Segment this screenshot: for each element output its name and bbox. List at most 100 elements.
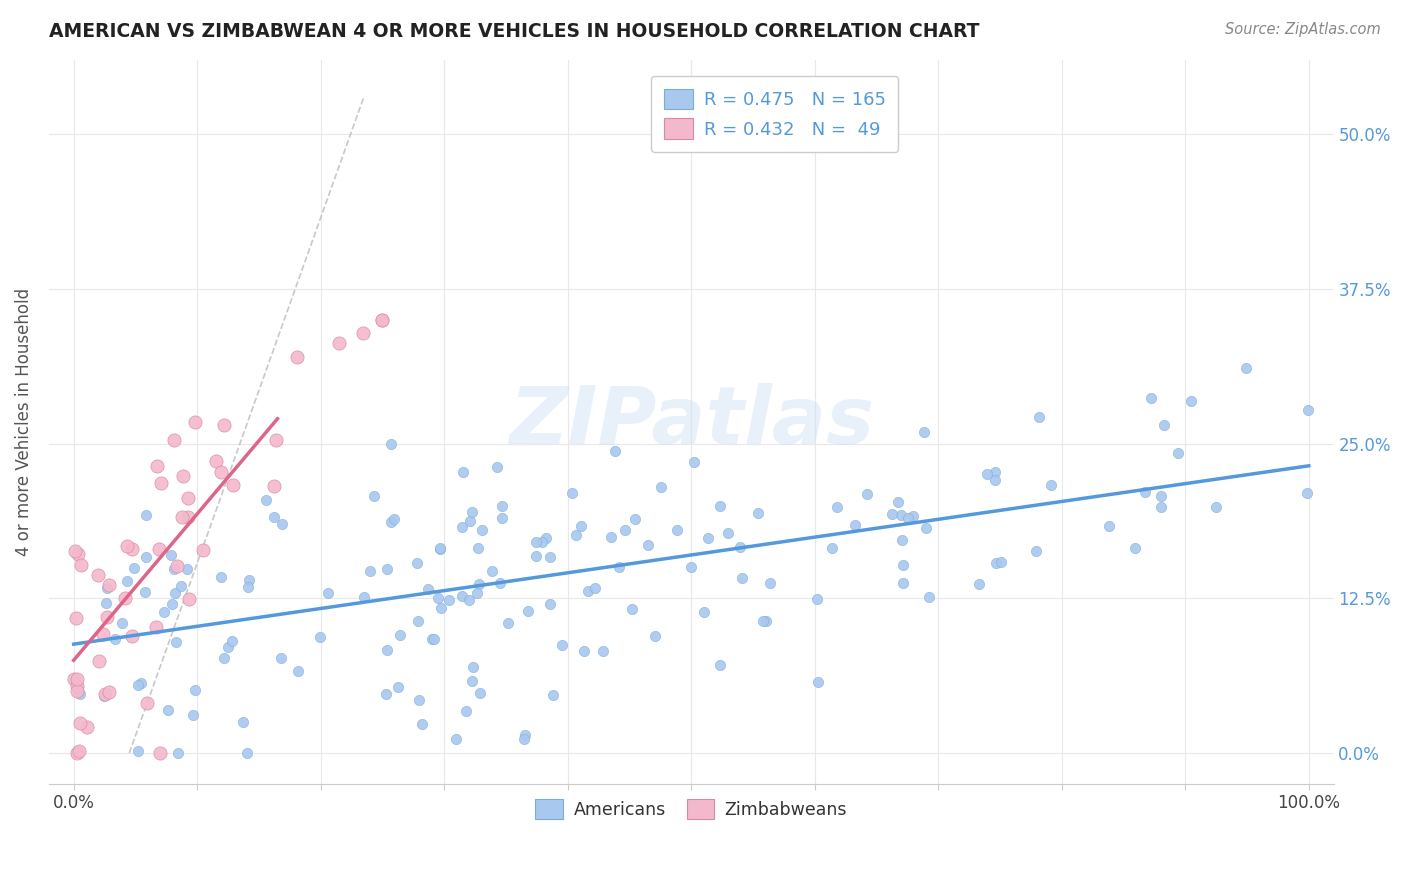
Point — [65, 543, 87, 558]
Point — [644, 628, 666, 642]
Text: Source: ZipAtlas.com: Source: ZipAtlas.com — [1225, 22, 1381, 37]
Point — [984, 473, 1007, 487]
Point — [821, 541, 844, 556]
Point — [486, 460, 509, 475]
Point — [236, 746, 259, 760]
Point — [513, 732, 536, 747]
Point — [93, 627, 115, 641]
Point — [429, 541, 451, 556]
Point — [592, 644, 614, 658]
Point — [149, 746, 172, 760]
Point — [496, 616, 519, 631]
Point — [844, 517, 866, 532]
Point — [709, 500, 731, 514]
Point — [461, 673, 484, 688]
Point — [308, 630, 330, 644]
Point — [104, 632, 127, 646]
Point — [491, 511, 513, 525]
Point — [162, 562, 184, 576]
Point — [893, 558, 915, 572]
Point — [572, 644, 595, 658]
Point — [222, 478, 245, 492]
Point — [411, 717, 433, 731]
Point — [212, 651, 235, 665]
Point — [458, 593, 481, 607]
Point — [450, 589, 472, 603]
Point — [576, 583, 599, 598]
Point — [165, 635, 187, 649]
Point — [534, 531, 557, 545]
Point — [990, 555, 1012, 569]
Point — [184, 415, 207, 429]
Point — [66, 679, 89, 693]
Point — [758, 576, 780, 591]
Point — [747, 506, 769, 520]
Point — [69, 716, 91, 731]
Point — [880, 507, 903, 521]
Point — [117, 574, 139, 588]
Point — [170, 579, 193, 593]
Point — [166, 746, 188, 760]
Point — [569, 519, 592, 533]
Point — [70, 558, 93, 572]
Point — [134, 585, 156, 599]
Point — [263, 509, 285, 524]
Point — [531, 535, 554, 549]
Point — [270, 516, 292, 531]
Point — [693, 605, 716, 619]
Point — [94, 687, 117, 701]
Point — [388, 628, 411, 642]
Point — [551, 638, 574, 652]
Point — [731, 570, 754, 584]
Point — [236, 580, 259, 594]
Point — [375, 562, 398, 576]
Point — [127, 744, 149, 758]
Point — [149, 476, 172, 491]
Point — [96, 610, 118, 624]
Point — [96, 596, 118, 610]
Point — [897, 511, 920, 525]
Text: ZIPatlas: ZIPatlas — [509, 383, 873, 461]
Point — [467, 577, 489, 591]
Point — [416, 582, 439, 596]
Point — [159, 548, 181, 562]
Point — [890, 533, 912, 547]
Point — [583, 581, 606, 595]
Point — [131, 676, 153, 690]
Point — [426, 591, 449, 606]
Point — [287, 664, 309, 678]
Point — [621, 601, 644, 615]
Point — [121, 630, 143, 644]
Point — [352, 326, 374, 340]
Point — [363, 489, 385, 503]
Point — [914, 521, 936, 535]
Point — [89, 655, 111, 669]
Point — [976, 467, 998, 481]
Point — [1133, 484, 1156, 499]
Point — [205, 454, 228, 468]
Point — [209, 569, 232, 583]
Point — [1123, 541, 1146, 555]
Point — [179, 592, 201, 607]
Point — [145, 458, 167, 473]
Point — [177, 491, 200, 505]
Point — [697, 531, 720, 545]
Point — [221, 634, 243, 648]
Point — [467, 541, 489, 555]
Point — [375, 643, 398, 657]
Point — [135, 696, 157, 710]
Point — [114, 591, 136, 605]
Point — [423, 632, 446, 647]
Point — [172, 469, 194, 483]
Point — [728, 540, 751, 554]
Point — [1298, 402, 1320, 417]
Point — [969, 576, 991, 591]
Point — [1296, 486, 1319, 500]
Point — [517, 604, 540, 618]
Point — [217, 640, 239, 654]
Point — [97, 684, 120, 698]
Point — [359, 564, 381, 578]
Point — [613, 524, 636, 538]
Point — [176, 561, 198, 575]
Point — [328, 335, 350, 350]
